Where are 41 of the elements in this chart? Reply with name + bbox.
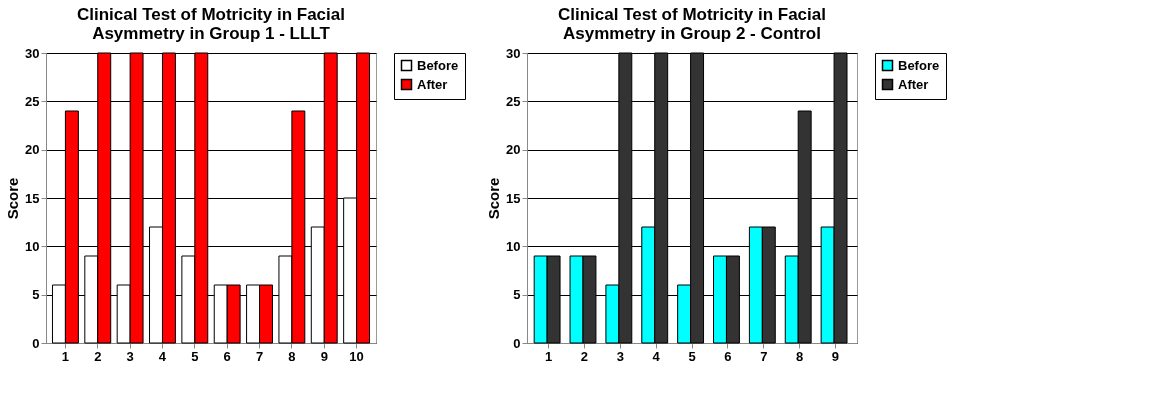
- x-tick-label: 5: [191, 348, 199, 364]
- x-tick-label: 3: [126, 348, 134, 364]
- x-tick-label: 4: [652, 348, 661, 364]
- x-tick-label: 10: [349, 348, 364, 364]
- y-tick-label: 25: [25, 93, 40, 109]
- x-tick-label: 4: [158, 348, 167, 364]
- x-tick-label: 6: [724, 348, 732, 364]
- y-tick-label: 15: [506, 190, 521, 206]
- x-tick-label: 5: [688, 348, 696, 364]
- y-tick-label: 5: [513, 287, 521, 303]
- y-tick-label: 0: [32, 335, 40, 351]
- chart-title: Clinical Test of Motricity in Facial Asymmetry in Group 2 - Control: [558, 5, 826, 43]
- x-tick-label: 1: [61, 348, 70, 364]
- x-tick-label: 7: [760, 348, 768, 364]
- y-tick-label: 10: [506, 238, 521, 254]
- x-tick-label: 2: [94, 348, 102, 364]
- legend-label: After: [898, 76, 929, 92]
- y-tick-label: 20: [25, 142, 40, 158]
- y-tick-label: 15: [25, 190, 40, 206]
- x-tick-label: 3: [616, 348, 624, 364]
- y-tick-label: 10: [25, 238, 40, 254]
- x-tick-label: 9: [831, 348, 840, 364]
- x-tick-label: 7: [255, 348, 264, 364]
- x-tick-label: 8: [795, 348, 804, 364]
- legend-label: Before: [898, 57, 940, 73]
- y-tick-label: 30: [25, 45, 40, 61]
- y-tick-label: 0: [513, 335, 521, 351]
- y-axis-title: Score: [4, 177, 22, 220]
- x-tick-label: 6: [223, 348, 231, 364]
- legend-label: Before: [417, 57, 459, 73]
- x-tick-label: 1: [544, 348, 553, 364]
- chart-title: Clinical Test of Motricity in Facial Asymmetry in Group 1 - LLLT: [77, 5, 345, 43]
- y-tick-label: 30: [506, 45, 521, 61]
- y-tick-label: 20: [506, 142, 521, 158]
- x-tick-label: 9: [320, 348, 328, 364]
- x-tick-label: 2: [580, 348, 589, 364]
- y-tick-label: 25: [506, 93, 521, 109]
- x-tick-label: 8: [288, 348, 296, 364]
- y-tick-label: 5: [32, 287, 40, 303]
- y-axis-title: Score: [485, 177, 503, 220]
- legend-label: After: [417, 76, 448, 92]
